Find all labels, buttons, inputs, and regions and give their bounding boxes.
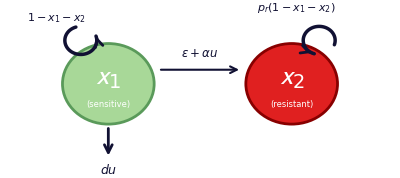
Text: $\mathcal{x}_2$: $\mathcal{x}_2$ [279,64,304,91]
Text: (sensitive): (sensitive) [86,100,130,109]
Ellipse shape [62,44,154,124]
Text: $1 - x_1 - x_2$: $1 - x_1 - x_2$ [27,11,86,25]
Text: $\varepsilon + \alpha u$: $\varepsilon + \alpha u$ [181,47,219,60]
Ellipse shape [246,44,338,124]
Text: $du$: $du$ [100,163,117,177]
Text: $\mathcal{x}_1$: $\mathcal{x}_1$ [95,64,121,91]
Text: (resistant): (resistant) [270,100,313,109]
Text: $p_r(1 - x_1 - x_2)$: $p_r(1 - x_1 - x_2)$ [257,1,336,15]
